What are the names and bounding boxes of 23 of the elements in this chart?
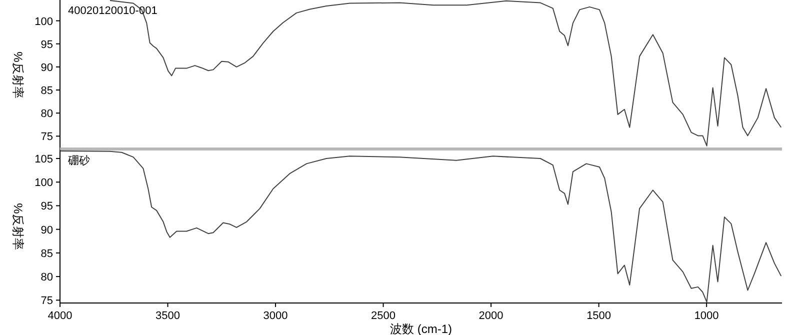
x-tick-label: 2500 — [371, 310, 396, 322]
y-tick-label: 75 — [40, 131, 53, 144]
x-tick-label: 3000 — [263, 310, 288, 322]
y-axis-title: %反射率 — [11, 52, 25, 98]
series-label: 硼砂 — [67, 154, 90, 167]
y-tick-label: 95 — [40, 200, 53, 213]
x-tick-label: 4000 — [48, 310, 72, 322]
y-tick-label: 105 — [34, 154, 53, 166]
y-tick-label: 80 — [40, 272, 53, 284]
y-tick-label: 75 — [40, 295, 53, 308]
y-tick-label: 95 — [40, 38, 53, 51]
y-tick-label: 100 — [34, 177, 53, 190]
y-tick-label: 90 — [40, 62, 53, 74]
x-tick-label: 2000 — [478, 310, 504, 322]
y-tick-label: 90 — [40, 224, 53, 236]
y-tick-label: 100 — [34, 16, 53, 28]
x-tick-label: 1500 — [586, 310, 612, 322]
x-tick-label: 3500 — [156, 310, 180, 322]
y-tick-label: 80 — [40, 108, 53, 120]
y-tick-label: 85 — [40, 85, 53, 97]
y-tick-label: 85 — [40, 248, 53, 260]
x-tick-label: 1000 — [694, 310, 719, 322]
y-axis-title: %反射率 — [11, 203, 25, 250]
